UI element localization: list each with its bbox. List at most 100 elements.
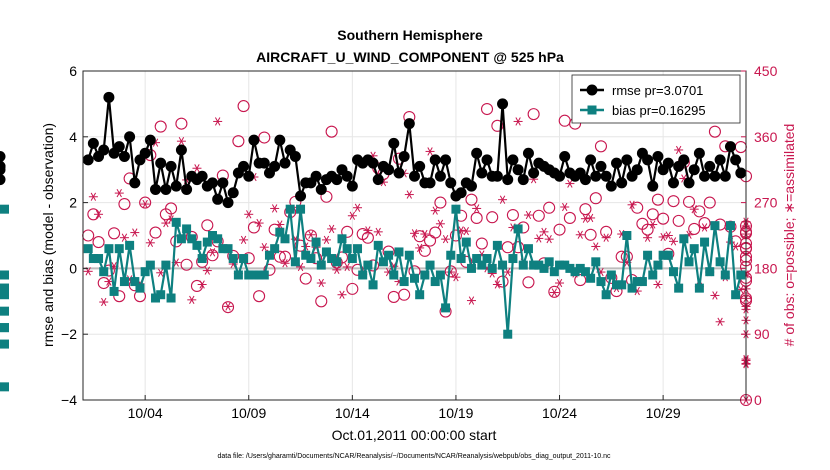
y-tick-label-right: 360 (754, 129, 778, 145)
rmse-point (113, 141, 125, 153)
bias-point (358, 270, 368, 280)
bias-point (306, 254, 316, 264)
bias-point (435, 270, 445, 280)
bias-point (715, 257, 725, 267)
obs-possible-point (232, 135, 245, 148)
rmse-point (155, 157, 167, 169)
bias-point (213, 234, 223, 244)
legend-box (571, 74, 741, 124)
bias-point (378, 257, 388, 267)
obs-assimilated-point (591, 242, 601, 251)
chart-subtitle: AIRCRAFT_U_WIND_COMPONENT @ 525 hPa (256, 49, 564, 65)
obs-possible-point (237, 100, 250, 113)
bias-point (534, 260, 544, 270)
bias-point (156, 290, 166, 300)
obs-possible-point (92, 236, 105, 249)
obs-possible-point (351, 263, 364, 276)
rmse-point (238, 160, 250, 172)
y-tick-label-right: 450 (754, 63, 778, 79)
obs-possible-point (532, 209, 545, 222)
rmse-point (274, 134, 286, 146)
rmse-point (642, 154, 654, 166)
footnote: data file: /Users/gharamti/Documents/NCA… (217, 453, 611, 460)
rmse-point (398, 151, 410, 163)
bias-point (176, 234, 186, 244)
bias-point (109, 286, 119, 296)
rmse-point (714, 154, 726, 166)
rmse-point (144, 134, 156, 146)
bias-point (207, 231, 217, 240)
bias-point (565, 263, 575, 273)
rmse-point (403, 118, 415, 130)
obs-possible-point (631, 201, 644, 214)
rmse-point (735, 167, 747, 179)
rmse-point (103, 91, 115, 103)
bias-point (632, 277, 642, 287)
bias-point (606, 270, 616, 280)
bias-point (586, 273, 596, 283)
bias-point (420, 270, 430, 280)
obs-assimilated-point (560, 202, 570, 212)
rmse-point (170, 180, 182, 192)
bias-point (223, 244, 233, 254)
obs-possible-point (253, 290, 266, 303)
bias-point (0, 382, 9, 392)
y-tick-label-left: 6 (69, 63, 77, 79)
obs-assimilated-point (270, 204, 280, 213)
obs-assimilated-point (544, 235, 554, 244)
bias-point (244, 270, 254, 280)
rmse-point (393, 167, 405, 179)
bias-point (0, 204, 9, 214)
bias-point (218, 244, 228, 254)
bias-point (270, 244, 280, 254)
bias-point (694, 283, 704, 293)
obs-assimilated-point (451, 273, 461, 282)
bias-point (182, 224, 192, 234)
y-tick-label-right: 270 (754, 195, 778, 211)
bias-point (617, 280, 627, 290)
obs-possible-point (278, 250, 292, 263)
obs-assimilated-point (280, 259, 290, 268)
rmse-point (388, 137, 400, 149)
rmse-point (367, 157, 379, 169)
obs-assimilated-point (140, 199, 150, 209)
rmse-point (310, 170, 322, 182)
obs-possible-point (688, 222, 701, 235)
rmse-point (87, 137, 99, 149)
bias-point (555, 260, 565, 270)
bias-point (461, 237, 471, 247)
obs-assimilated-point (197, 280, 207, 289)
obs-assimilated-point (472, 204, 482, 213)
obs-assimilated-point (534, 234, 544, 243)
bias-point (311, 237, 321, 247)
rmse-point (693, 147, 705, 159)
obs-possible-point (315, 295, 328, 308)
obs-possible-point (273, 250, 286, 263)
bias-point (342, 244, 352, 254)
obs-possible-point (325, 125, 338, 138)
rmse-point (528, 167, 540, 179)
bias-point (648, 270, 658, 280)
rmse-point (82, 154, 94, 166)
obs-assimilated-point (523, 210, 533, 220)
obs-assimilated-point (332, 265, 342, 275)
obs-assimilated-point (549, 288, 559, 297)
obs-assimilated-point (145, 238, 155, 247)
bias-point (259, 270, 269, 280)
bias-point (151, 293, 161, 303)
rmse-point (491, 170, 503, 182)
rmse-point (662, 157, 674, 169)
obs-possible-point (221, 301, 235, 314)
bias-point (337, 234, 347, 244)
obs-assimilated-point (130, 228, 140, 237)
bias-point (549, 267, 559, 277)
rmse-point (165, 160, 177, 172)
obs-assimilated-point (316, 278, 326, 288)
rmse-point (590, 170, 602, 182)
bias-point (399, 277, 409, 287)
obs-possible-point (480, 102, 494, 116)
obs-possible-point (108, 227, 121, 240)
rmse-point (139, 147, 151, 159)
bias-point (0, 306, 9, 316)
obs-possible-point (398, 288, 411, 301)
